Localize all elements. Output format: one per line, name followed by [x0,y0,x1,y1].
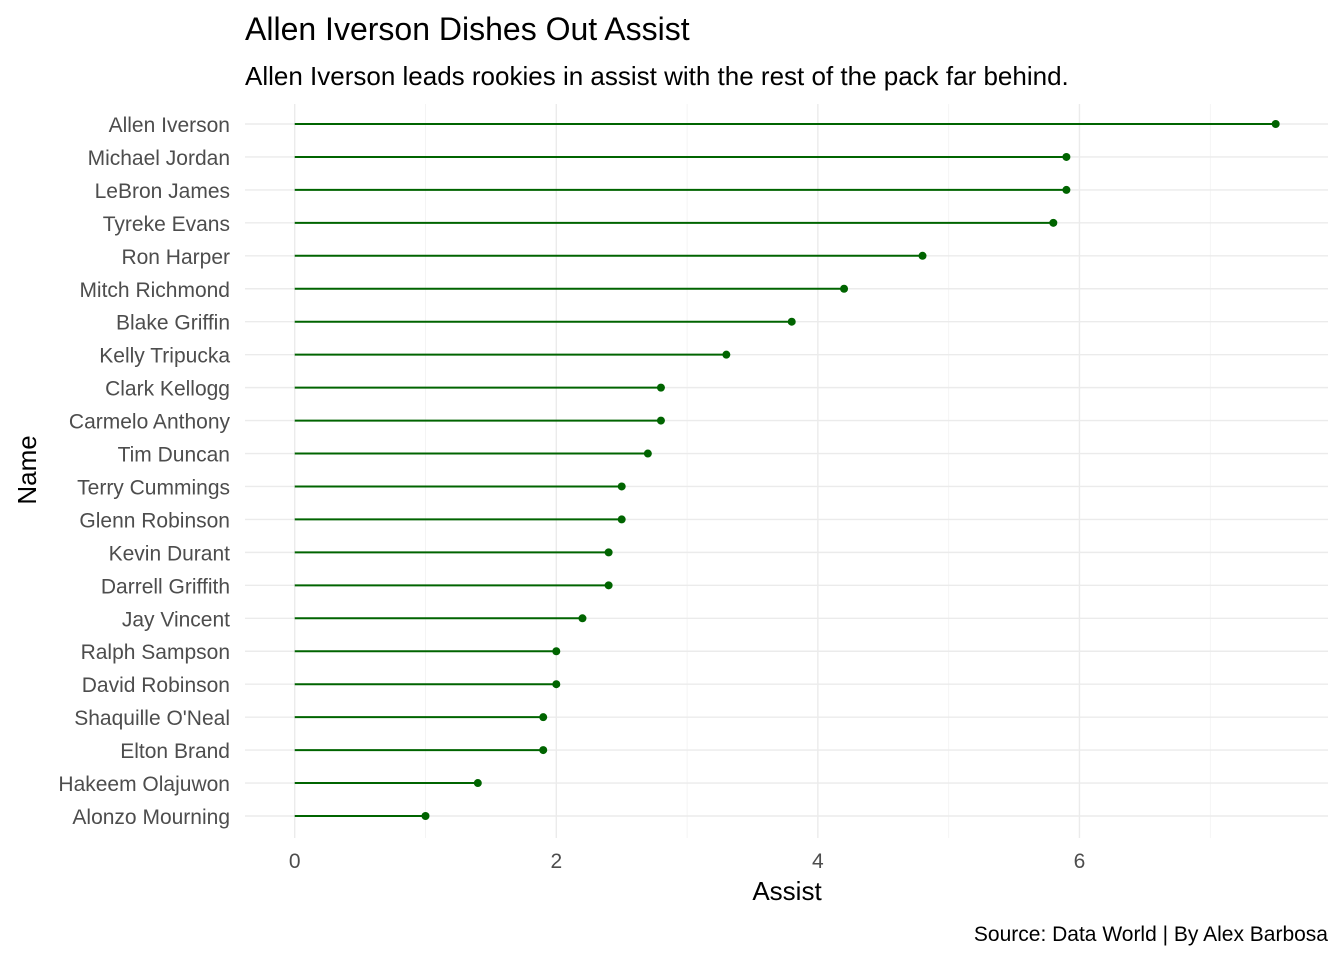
y-tick-label: Terry Cummings [77,476,230,499]
y-tick-label: Shaquille O'Neal [74,707,230,730]
lollipop-point [617,482,626,491]
y-tick-label: David Robinson [82,674,230,697]
lollipop-point [643,449,652,458]
lollipop-point [918,251,927,260]
chart-subtitle: Allen Iverson leads rookies in assist wi… [245,61,1069,91]
y-tick-label: Elton Brand [120,740,230,763]
lollipop-point [656,383,665,392]
x-tick-label: 2 [550,850,562,873]
lollipop-point [1062,185,1071,194]
lollipop-point [1049,218,1058,227]
lollipop-point [552,647,561,656]
lollipop-point [840,284,849,293]
y-axis-title: Name [12,435,42,504]
lollipop-point [1062,152,1071,161]
x-tick-label: 6 [1074,850,1086,873]
y-tick-label: Ralph Sampson [81,641,230,664]
y-tick-label: Hakeem Olajuwon [58,773,230,796]
chart-title: Allen Iverson Dishes Out Assist [245,11,690,47]
y-tick-labels: Allen Iverson Michael Jordan LeBron James T… [58,114,230,829]
y-tick-label: Blake Griffin [116,312,230,335]
x-axis-title: Assist [752,876,822,906]
lollipop-point [1271,120,1280,128]
lollipop-point [539,746,548,755]
y-tick-label: Tyreke Evans [103,213,230,236]
lollipop-point [578,614,587,623]
y-tick-label: Mitch Richmond [79,279,230,302]
y-tick-label: Kevin Durant [109,542,231,565]
lollipop-point [421,812,430,820]
y-tick-label: LeBron James [95,180,230,203]
y-tick-label: Ron Harper [121,246,230,269]
lollipop-point [604,581,613,590]
y-tick-label: Michael Jordan [88,147,230,170]
y-tick-label: Glenn Robinson [79,509,230,532]
y-tick-label: Jay Vincent [122,608,230,631]
x-tick-labels: 0 2 4 6 [289,850,1085,873]
y-tick-label: Tim Duncan [118,444,230,467]
y-tick-label: Kelly Tripucka [99,345,230,368]
lollipop-point [617,515,626,524]
lollipop-point [473,779,482,788]
lollipop-point [552,680,561,689]
lollipop-point [539,713,548,722]
y-tick-label: Allen Iverson [109,114,230,137]
y-tick-label: Alonzo Mourning [72,806,230,829]
lollipop-point [604,548,613,557]
gridlines [245,104,1328,838]
y-tick-label: Clark Kellogg [105,378,230,401]
x-tick-label: 4 [812,850,824,873]
chart-caption: Source: Data World | By Alex Barbosa [974,923,1328,946]
x-tick-label: 0 [289,850,301,873]
lollipop-point [656,416,665,425]
lollipop-point [722,350,731,359]
lollipop-point [787,317,796,326]
y-tick-label: Carmelo Anthony [69,411,231,434]
lollipop-marks [294,120,1280,820]
y-tick-label: Darrell Griffith [101,575,230,598]
